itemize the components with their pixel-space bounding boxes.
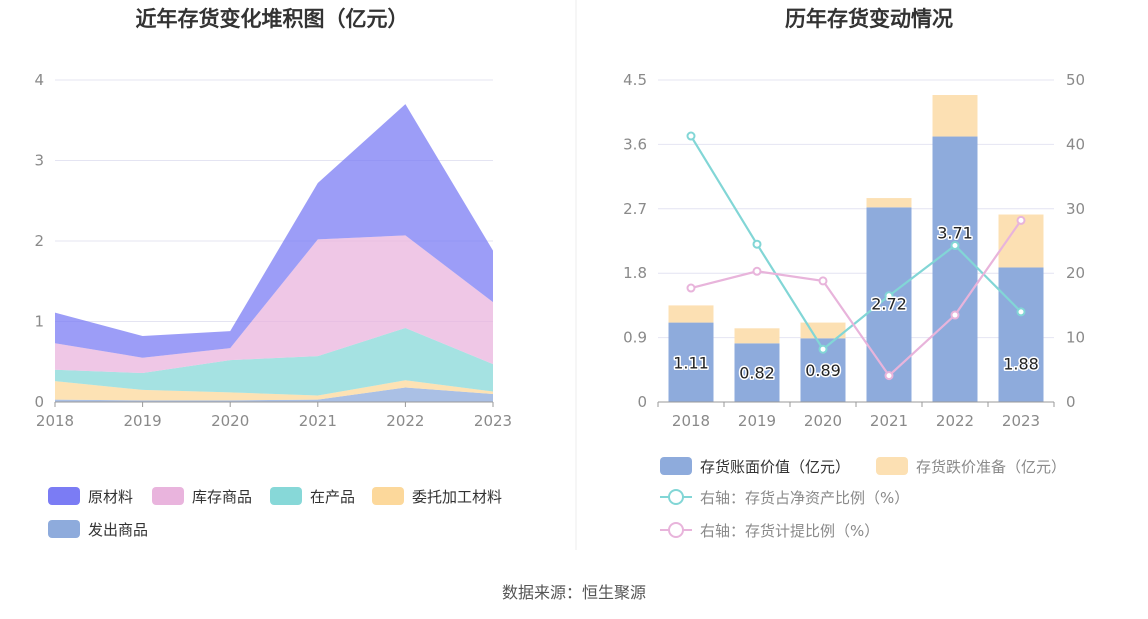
right-y2-tick-label: 10 [1066,329,1085,347]
legend-line-marker [668,489,684,505]
area-series [55,380,493,401]
line-point [686,283,696,293]
right-y-tick-label: 1.8 [623,264,647,282]
left-x-tick-label: 2021 [299,412,337,430]
right-chart-grid [658,79,1054,339]
area-series [55,327,493,396]
right-x-tick-label: 2018 [672,412,710,430]
right-y-tick-label: 4.5 [623,71,647,89]
left-y-tick-label: 2 [34,232,44,250]
right-y2-tick-label: 0 [1066,393,1076,411]
legend-swatch [270,487,302,505]
bar-data-label: 3.71 [937,224,973,243]
bar-data-label: 1.88 [1003,354,1039,373]
line-series [690,219,1022,378]
legend-label: 库存商品 [192,488,252,506]
bar-data-label: 0.89 [805,361,841,380]
legend-label: 在产品 [310,488,355,506]
left-x-tick-label: 2019 [124,412,162,430]
left-y-tick-label: 1 [34,313,44,331]
area-series [55,235,493,374]
left-x-tick-label: 2022 [386,412,424,430]
right-chart-lines [686,131,1026,381]
line-point [686,131,696,141]
right-x-tick-label: 2020 [804,412,842,430]
right-y2-tick-label: 30 [1066,200,1085,218]
legend-label: 存货账面价值（亿元） [700,458,850,476]
right-y-tick-label: 2.7 [623,200,647,218]
bar-book-value [998,267,1044,402]
right-x-tick-label: 2021 [870,412,908,430]
left-chart-areas [55,104,493,402]
line-series [690,135,1022,351]
legend-swatch [48,487,80,505]
legend-swatch [372,487,404,505]
left-y-tick-label: 0 [34,393,44,411]
right-y2-tick-label: 50 [1066,71,1085,89]
bar-data-label: 1.11 [673,353,709,372]
area-series [55,104,493,358]
bar-data-label: 2.72 [871,294,907,313]
right-y2-tick-label: 20 [1066,264,1085,282]
bar-impairment [800,322,846,339]
left-y-tick-label: 4 [34,71,44,89]
right-chart-legend: 存货账面价值（亿元） 存货跌价准备（亿元） 右轴：存货占净资产比例（%） 右轴：存货计… [660,457,1066,540]
line-point [1016,215,1026,225]
line-point [950,241,960,251]
bar-impairment [734,328,780,344]
bar-book-value [668,322,714,402]
line-point [752,266,762,276]
right-chart-title: 历年存货变动情况 [785,7,953,31]
legend-swatch [152,487,184,505]
left-y-tick-label: 3 [34,152,44,170]
right-x-tick-label: 2019 [738,412,776,430]
right-y2-tick-label: 40 [1066,135,1085,153]
stacked-area-chart: 近年存货变化堆积图（亿元） 0 1 2 3 4 2018 2019 2020 2021 2022 2… [34,7,512,539]
left-x-tick-label: 2020 [211,412,249,430]
bar-data-label: 0.82 [739,364,775,383]
left-chart-title: 近年存货变化堆积图（亿元） [136,7,409,31]
left-chart-axes: 0 1 2 3 4 2018 2019 2020 2021 2022 2023 [34,71,512,430]
legend-label: 原材料 [88,488,133,506]
legend-line-marker [668,522,684,538]
legend-swatch [48,520,80,538]
line-point [818,344,828,354]
legend-swatch [876,457,908,475]
bar-line-chart: 历年存货变动情况 1.11 0.82 0.89 2.72 3.71 1.88 0 0.9 1.… [623,7,1085,540]
line-point [752,239,762,249]
legend-label: 存货跌价准备（亿元） [916,458,1066,476]
right-y-tick-label: 0.9 [623,329,647,347]
legend-label: 右轴：存货占净资产比例（%） [700,489,909,507]
right-y-tick-label: 0 [637,393,647,411]
bar-impairment [932,95,978,137]
right-chart-bars [668,95,1044,403]
line-point [884,291,894,301]
left-x-tick-label: 2023 [474,412,512,430]
right-chart-data-labels: 1.11 0.82 0.89 2.72 3.71 1.88 [672,222,1041,384]
line-point [950,310,960,320]
left-x-tick-label: 2018 [36,412,74,430]
legend-label: 发出商品 [88,521,148,539]
bar-book-value [734,343,780,402]
data-source-note: 数据来源：恒生聚源 [502,583,646,602]
line-point [818,276,828,286]
bar-impairment [668,305,714,323]
bar-book-value [932,136,978,403]
area-series [55,387,493,402]
bar-impairment [866,198,912,208]
right-chart-axes: 0 0.9 1.8 2.7 3.6 4.5 0 10 20 30 40 50 2018 2019 2020 2… [623,71,1085,430]
legend-label: 右轴：存货计提比例（%） [700,522,879,540]
line-point [884,371,894,381]
legend-label: 委托加工材料 [412,488,502,506]
right-y-tick-label: 3.6 [623,135,647,153]
legend-swatch [660,457,692,475]
right-x-tick-label: 2023 [1002,412,1040,430]
right-x-tick-label: 2022 [936,412,974,430]
line-point [1016,307,1026,317]
bar-book-value [866,207,912,402]
